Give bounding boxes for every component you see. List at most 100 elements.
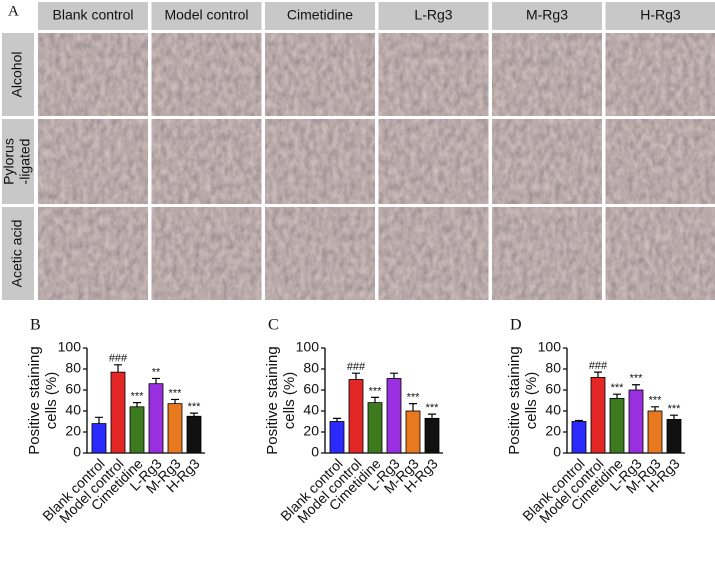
- y-axis-label: cells (%): [281, 372, 298, 430]
- error-bar: [594, 371, 602, 378]
- significance-label: ***: [426, 402, 440, 414]
- bar: [386, 378, 402, 454]
- error-bar: [371, 396, 379, 403]
- error-bar: [171, 398, 179, 404]
- y-tick-label: 60: [303, 381, 319, 397]
- y-tick-label: 0: [553, 444, 561, 460]
- micrograph: [38, 207, 148, 300]
- row-label: Pylorus: [1, 138, 17, 185]
- micrograph: [605, 119, 715, 204]
- bar: [666, 418, 682, 454]
- significance-label: ###: [347, 361, 366, 373]
- micrograph: [378, 207, 489, 300]
- panel-label: B: [30, 317, 41, 334]
- column-header: Cimetidine: [287, 7, 353, 23]
- y-tick-label: 40: [65, 402, 81, 418]
- bar: [91, 423, 107, 454]
- y-axis-label: Positive staining: [506, 346, 523, 454]
- micrograph: [378, 119, 489, 204]
- micrograph: [492, 119, 602, 204]
- micrograph: [492, 33, 602, 116]
- y-tick-label: 60: [545, 381, 561, 397]
- error-bar: [575, 419, 583, 422]
- y-axis-label: Positive staining: [264, 346, 281, 454]
- error-bar: [613, 393, 621, 399]
- row-label-box: [2, 207, 34, 300]
- bar: [590, 376, 606, 454]
- y-tick-label: 100: [538, 339, 562, 355]
- micrograph: [38, 33, 148, 116]
- micrograph: [378, 33, 489, 116]
- micrograph: [605, 33, 715, 116]
- significance-label: ***: [649, 395, 663, 407]
- bar: [110, 371, 126, 454]
- bar: [367, 402, 383, 454]
- y-axis-label: cells (%): [523, 372, 540, 430]
- error-bar: [352, 372, 360, 380]
- y-tick-label: 0: [311, 444, 319, 460]
- significance-label: ###: [589, 360, 608, 372]
- significance-label: ***: [169, 387, 183, 399]
- y-tick-label: 80: [545, 360, 561, 376]
- y-tick-label: 20: [303, 423, 319, 439]
- error-bar: [409, 403, 417, 411]
- error-bar: [390, 372, 398, 379]
- bar: [167, 403, 183, 454]
- error-bar: [428, 413, 436, 419]
- micrograph: [151, 33, 262, 116]
- panel-label: A: [8, 3, 19, 19]
- y-axis-label: Positive staining: [26, 346, 43, 454]
- row-label: -ligated: [17, 139, 33, 185]
- significance-label: ***: [611, 382, 625, 394]
- error-bar: [114, 364, 122, 373]
- y-tick-label: 60: [65, 381, 81, 397]
- panel-label: D: [510, 317, 522, 334]
- bar: [628, 389, 644, 454]
- column-header: Blank control: [53, 7, 134, 23]
- micrograph: [265, 119, 375, 204]
- y-axis-label: cells (%): [43, 372, 60, 430]
- column-header-box: [492, 2, 602, 30]
- significance-label: ###: [109, 353, 128, 365]
- significance-label: ***: [188, 401, 202, 413]
- bar: [405, 410, 421, 454]
- error-bar: [651, 406, 659, 411]
- bar: [329, 421, 345, 454]
- error-bar: [190, 412, 198, 417]
- y-tick-label: 80: [303, 360, 319, 376]
- column-header: H-Rg3: [640, 7, 681, 23]
- bar: [148, 383, 164, 454]
- column-header: M-Rg3: [526, 7, 568, 23]
- error-bar: [333, 417, 341, 422]
- y-tick-label: 100: [296, 339, 320, 355]
- bar: [609, 397, 625, 454]
- y-tick-label: 20: [65, 423, 81, 439]
- significance-label: ***: [630, 373, 644, 385]
- column-header: Model control: [164, 7, 248, 23]
- micrograph: [265, 33, 375, 116]
- significance-label: ***: [407, 392, 421, 404]
- column-header: L-Rg3: [414, 7, 452, 23]
- y-tick-label: 80: [65, 360, 81, 376]
- bar: [129, 406, 145, 454]
- error-bar: [152, 377, 160, 384]
- y-tick-label: 100: [58, 339, 82, 355]
- column-header-box: [265, 2, 375, 30]
- significance-label: ***: [668, 403, 682, 415]
- micrograph: [151, 207, 262, 300]
- significance-label: ***: [131, 391, 145, 403]
- bar: [647, 410, 663, 454]
- bar: [571, 421, 587, 454]
- column-header-box: [151, 2, 262, 30]
- y-tick-label: 40: [303, 402, 319, 418]
- column-header-box: [605, 2, 715, 30]
- micrograph: [38, 119, 148, 204]
- column-header-box: [378, 2, 489, 30]
- y-tick-label: 40: [545, 402, 561, 418]
- significance-label: ***: [369, 385, 383, 397]
- y-tick-label: 0: [73, 444, 81, 460]
- significance-label: **: [152, 366, 161, 378]
- error-bar: [670, 414, 678, 420]
- column-header-box: [38, 2, 148, 30]
